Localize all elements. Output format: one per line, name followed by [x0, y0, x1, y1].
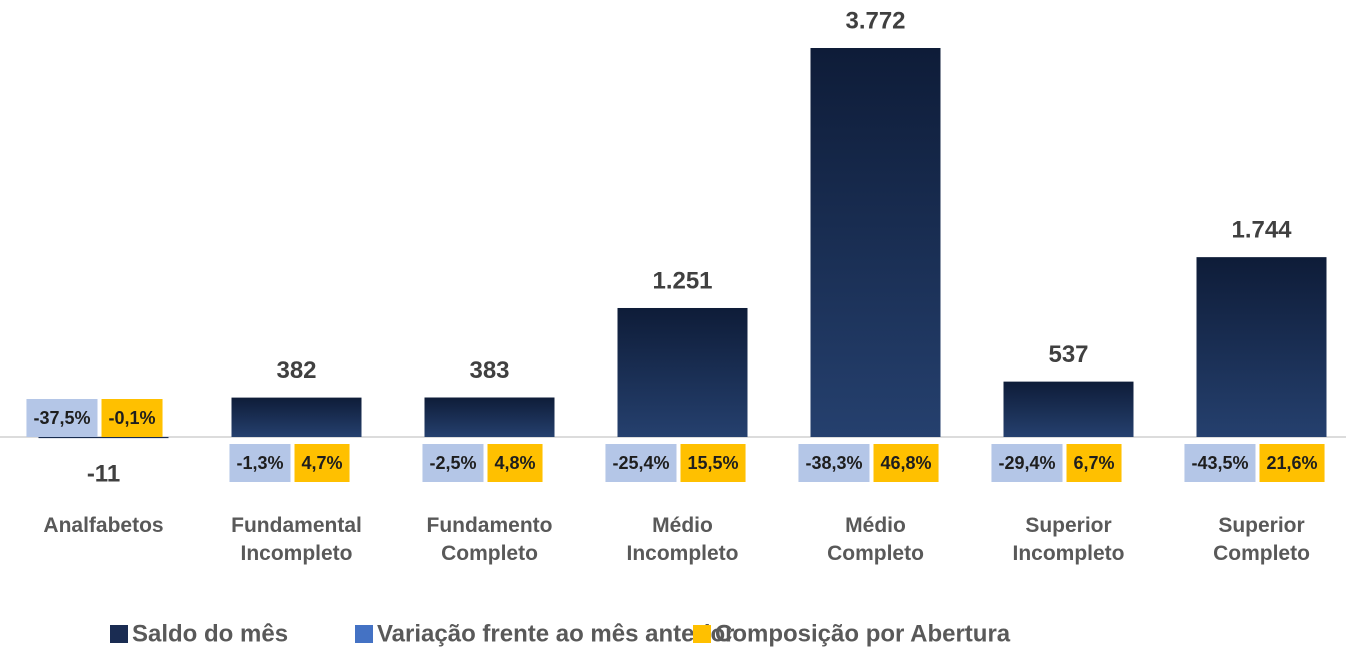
x-tick-label: Superior Incompleto: [1012, 514, 1125, 565]
value-label: 537: [1048, 341, 1088, 368]
annotation-label: -37,5%: [33, 408, 90, 428]
annotation-box: [680, 444, 746, 482]
value-label: 383: [469, 357, 509, 384]
annotation-label: 46,8%: [881, 453, 932, 473]
bar: [1196, 257, 1327, 437]
annotation-box: [422, 444, 484, 482]
bar: [810, 48, 941, 437]
value-label: 3.772: [845, 7, 905, 34]
bar: [617, 307, 748, 437]
annotation-box: [1066, 444, 1122, 482]
legend-label: Composição por Abertura: [715, 620, 1011, 647]
annotation-box: [294, 444, 350, 482]
annotation-label: -25,4%: [612, 453, 669, 473]
annotation-box: [605, 444, 677, 482]
x-tick-label: Analfabetos: [43, 514, 164, 537]
value-label: 1.744: [1231, 216, 1292, 243]
x-tick-label: Fundamento Completo: [426, 514, 553, 565]
annotation-label: 6,7%: [1074, 453, 1115, 473]
annotation-box: [1184, 444, 1256, 482]
bar: [38, 437, 169, 439]
bar: [424, 397, 555, 437]
legend-label: Saldo do mês: [132, 620, 288, 647]
value-label: -11: [87, 460, 120, 487]
bar: [231, 397, 362, 437]
legend-label: Variação frente ao mês anterior: [377, 620, 735, 647]
annotation-label: -38,3%: [805, 453, 862, 473]
x-tick-label: Médio Incompleto: [626, 514, 739, 565]
annotation-label: 21,6%: [1267, 453, 1318, 473]
annotation-label: -43,5%: [1191, 453, 1248, 473]
annotation-label: -29,4%: [998, 453, 1055, 473]
annotation-box: [1259, 444, 1325, 482]
annotation-box: [487, 444, 543, 482]
annotation-label: -0,1%: [109, 408, 156, 428]
annotation-label: -2,5%: [429, 453, 476, 473]
annotation-label: -1,3%: [236, 453, 283, 473]
x-tick-label: Superior Completo: [1213, 514, 1310, 565]
annotation-box: [798, 444, 870, 482]
annotation-box: [229, 444, 291, 482]
bar: [1003, 381, 1134, 437]
annotation-box: [873, 444, 939, 482]
legend-swatch: [693, 625, 711, 643]
annotation-label: 4,7%: [302, 453, 343, 473]
value-label: 1.251: [652, 267, 712, 294]
x-tick-label: Fundamental Incompleto: [231, 514, 362, 565]
legend-swatch: [110, 625, 128, 643]
annotation-box: [101, 399, 163, 437]
x-tick-label: Médio Completo: [827, 514, 924, 565]
annotation-label: 15,5%: [688, 453, 739, 473]
annotation-label: 4,8%: [495, 453, 536, 473]
annotation-box: [26, 399, 98, 437]
legend-swatch: [355, 625, 373, 643]
annotation-box: [991, 444, 1063, 482]
value-label: 382: [276, 357, 316, 384]
